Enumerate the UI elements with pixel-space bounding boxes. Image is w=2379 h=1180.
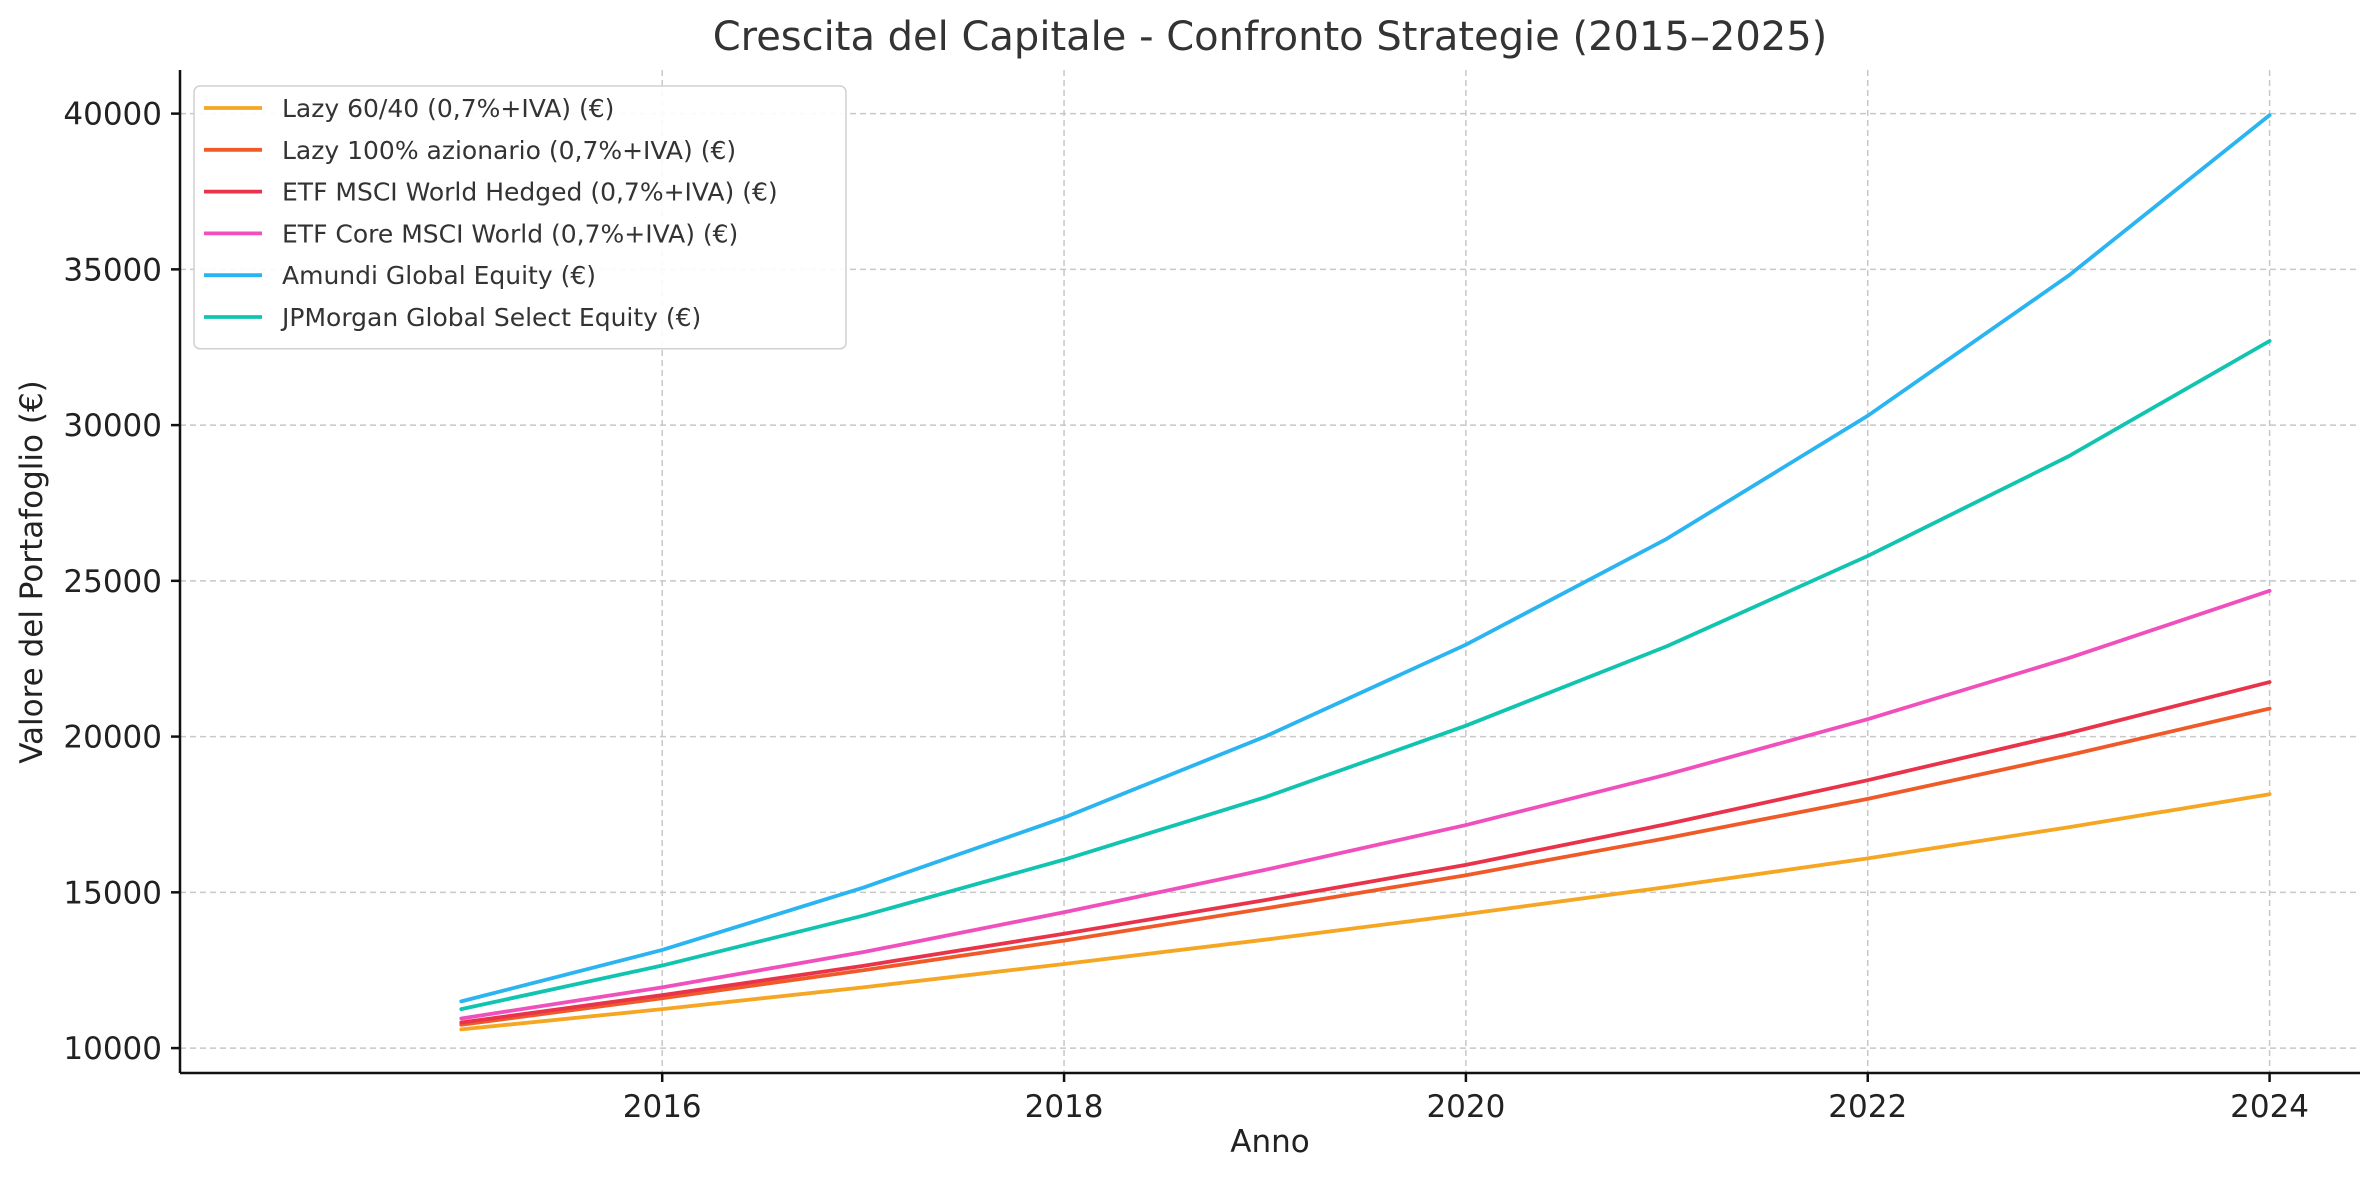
x-tick-label: 2016: [623, 1089, 702, 1125]
x-tick-label: 2020: [1426, 1089, 1505, 1125]
y-tick-label: 15000: [63, 875, 162, 911]
y-tick-label: 35000: [63, 252, 162, 288]
chart-title: Crescita del Capitale - Confronto Strate…: [713, 14, 1828, 60]
legend-label: Lazy 100% azionario (0,7%+IVA) (€): [282, 136, 736, 165]
legend-box: [193, 85, 847, 350]
legend-label: JPMorgan Global Select Equity (€): [280, 303, 701, 332]
series-line-6: [459, 339, 2272, 1012]
y-axis-label: Valore del Portafoglio (€): [14, 380, 50, 764]
y-tick-label: 20000: [63, 720, 162, 756]
x-tick-label: 2024: [2230, 1089, 2309, 1125]
series-line-3: [459, 680, 2272, 1025]
y-tick-label: 30000: [63, 408, 162, 444]
series-lines: [459, 113, 2272, 1032]
y-tick-label: 25000: [63, 564, 162, 600]
x-tick-label: 2022: [1828, 1089, 1907, 1125]
grid: [180, 70, 2360, 1073]
legend-label: ETF MSCI World Hedged (0,7%+IVA) (€): [282, 178, 778, 207]
legend-label: Amundi Global Equity (€): [282, 261, 596, 290]
series-line-4: [459, 588, 2272, 1021]
x-axis-label: Anno: [1230, 1124, 1309, 1160]
series-line-5: [459, 113, 2272, 1004]
x-tick-label: 2018: [1025, 1089, 1104, 1125]
axes: 2016 2018 2020 2022 2024 10000 15000 20000 25000…: [63, 70, 2360, 1125]
y-tick-label: 40000: [63, 97, 162, 133]
legend-label: Lazy 60/40 (0,7%+IVA) (€): [282, 94, 614, 123]
y-tick-label: 10000: [63, 1031, 162, 1067]
series-line-2: [459, 706, 2272, 1027]
legend: Lazy 60/40 (0,7%+IVA) (€) Lazy 100% azion…: [193, 85, 847, 350]
legend-label: ETF Core MSCI World (0,7%+IVA) (€): [282, 219, 738, 248]
series-line-1: [459, 792, 2272, 1032]
